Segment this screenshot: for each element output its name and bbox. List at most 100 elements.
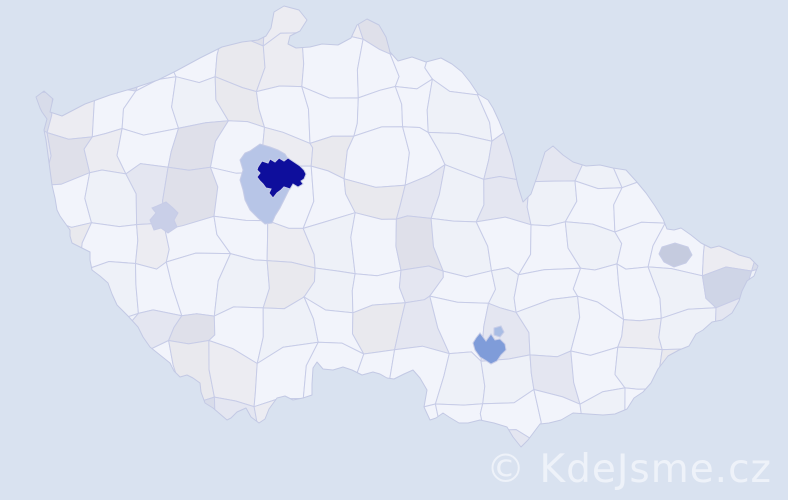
district-cell — [387, 443, 442, 447]
district-cell — [604, 82, 664, 139]
district-cell — [44, 0, 87, 4]
district-cell — [214, 6, 265, 47]
district-cell — [739, 6, 758, 43]
district-cell — [36, 178, 51, 227]
district-cell — [656, 388, 707, 447]
district-cell — [79, 45, 144, 92]
district-cell — [659, 163, 709, 224]
district-cell — [384, 6, 451, 13]
district-cell — [529, 6, 574, 50]
district-cell — [604, 40, 671, 92]
district-cell — [432, 6, 496, 13]
prague-district — [256, 157, 307, 199]
district-cell — [0, 479, 5, 500]
district-cell — [256, 485, 313, 500]
district-cell — [36, 339, 56, 408]
district-cell — [0, 175, 3, 226]
district-cell — [660, 40, 717, 101]
district-cell — [783, 0, 788, 9]
district-cell — [0, 225, 3, 275]
district-cell — [208, 478, 276, 500]
district-cell — [756, 173, 758, 228]
district-cell — [782, 487, 788, 500]
brno-north-district — [493, 325, 505, 338]
district-cell — [0, 432, 8, 492]
district-cell — [701, 180, 758, 228]
district-cell — [351, 450, 392, 487]
district-cell — [658, 82, 702, 135]
district-cell — [125, 6, 184, 55]
district-cell — [316, 6, 348, 9]
district-cell — [0, 297, 6, 352]
district-cell — [72, 260, 139, 322]
district-cell — [78, 312, 140, 363]
district-cell — [38, 38, 98, 93]
district-cell — [745, 383, 758, 447]
district-cell — [260, 428, 313, 447]
district-cell — [476, 0, 532, 3]
district-cell — [739, 34, 758, 93]
district-cell — [130, 477, 178, 500]
district-cell — [485, 6, 533, 47]
district-cell — [692, 90, 758, 134]
district-cell — [44, 437, 98, 447]
district-cell — [562, 6, 617, 51]
district-cell — [40, 258, 80, 319]
district-cell — [0, 476, 59, 500]
district-cell — [36, 442, 58, 447]
district-cell — [571, 6, 620, 9]
district-cell — [694, 400, 751, 447]
district-cell — [573, 77, 616, 138]
district-cell — [94, 438, 136, 447]
district-cell — [49, 306, 86, 363]
district-cell — [519, 132, 584, 183]
district-cell — [350, 212, 402, 277]
northeast-tinted-district — [658, 242, 693, 268]
district-cell — [561, 45, 615, 86]
district-cell — [253, 397, 313, 437]
district-cell — [44, 400, 97, 447]
district-cell — [94, 395, 135, 442]
district-cell — [392, 480, 439, 500]
district-cell — [524, 0, 581, 3]
district-cell — [737, 348, 758, 407]
district-cell — [302, 394, 358, 447]
district-cell — [121, 76, 180, 136]
district-cell — [701, 216, 758, 277]
district-cell — [0, 0, 11, 4]
brno-district — [472, 332, 507, 365]
kdejsme-watermark: © KdeJsme.cz — [486, 447, 772, 492]
district-cell — [167, 339, 215, 403]
district-cell — [648, 6, 713, 8]
district-cell — [617, 317, 663, 351]
district-cell — [36, 398, 56, 447]
district-cell — [650, 6, 717, 50]
district-cell — [79, 356, 135, 408]
district-cell — [476, 32, 533, 96]
district-cell — [76, 0, 144, 4]
district-cell — [614, 346, 663, 390]
district-cell — [0, 86, 5, 129]
district-cell — [36, 38, 54, 93]
district-cell — [609, 6, 670, 51]
district-cell — [258, 6, 321, 9]
district-cell — [0, 122, 5, 185]
district-cell — [36, 122, 52, 186]
district-cell — [84, 474, 135, 500]
district-cell — [618, 387, 669, 445]
district-cell — [0, 392, 8, 451]
district-cell — [385, 6, 451, 56]
district-cell — [694, 348, 751, 407]
district-cell — [301, 31, 364, 99]
district-cell — [124, 435, 189, 447]
district-cell — [171, 479, 232, 500]
district-cell — [750, 76, 758, 134]
district-cell — [343, 126, 410, 188]
district-cell — [574, 132, 623, 190]
district-cell — [713, 296, 752, 360]
district-cell — [79, 6, 140, 52]
district-cell — [126, 0, 183, 1]
district-cell — [301, 6, 364, 40]
district-cell — [213, 6, 267, 8]
